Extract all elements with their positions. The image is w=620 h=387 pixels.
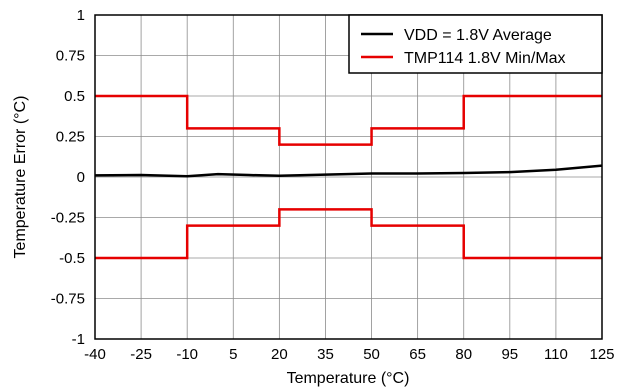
x-tick-label: 5	[229, 346, 237, 363]
x-tick-label: 20	[271, 346, 288, 363]
x-tick-label: 35	[317, 346, 334, 363]
x-tick-label: 95	[501, 346, 518, 363]
x-tick-label: 110	[544, 346, 568, 363]
x-tick-label: -25	[130, 346, 152, 363]
x-axis-title: Temperature (°C)	[287, 370, 410, 387]
legend-label-minmax: TMP114 1.8V Min/Max	[404, 50, 566, 67]
y-tick-labels: 1 0.75 0.5 0.25 0 -0.25 -0.5 -0.75 -1	[51, 7, 85, 348]
x-tick-label: -10	[176, 346, 198, 363]
legend-label-average: VDD = 1.8V Average	[404, 27, 552, 44]
x-tick-label: 50	[363, 346, 380, 363]
series-max-line	[95, 94, 602, 146]
legend-box	[348, 14, 603, 74]
series-min-line	[95, 208, 602, 260]
y-tick-label: -0.5	[59, 250, 85, 267]
legend: VDD = 1.8V Average TMP114 1.8V Min/Max	[348, 14, 603, 74]
y-tick-label: 0.25	[56, 129, 85, 146]
x-tick-labels: -40 -25 -10 5 20 35 50 65 80 95 110 125	[84, 346, 614, 363]
series-average-line	[94, 164, 603, 178]
x-tick-label: -40	[84, 346, 106, 363]
x-tick-label: 65	[409, 346, 426, 363]
y-tick-label: -1	[72, 331, 85, 348]
y-tick-label: 0	[77, 169, 85, 186]
y-tick-label: -0.25	[51, 210, 85, 227]
x-tick-label: 80	[455, 346, 472, 363]
series-lines	[94, 94, 603, 260]
y-tick-label: -0.75	[51, 291, 85, 308]
y-axis-title: Temperature Error (°C)	[12, 96, 29, 259]
y-tick-label: 1	[77, 7, 85, 24]
y-tick-label: 0.75	[56, 48, 85, 65]
y-tick-label: 0.5	[64, 88, 85, 105]
x-tick-label: 125	[589, 346, 614, 363]
